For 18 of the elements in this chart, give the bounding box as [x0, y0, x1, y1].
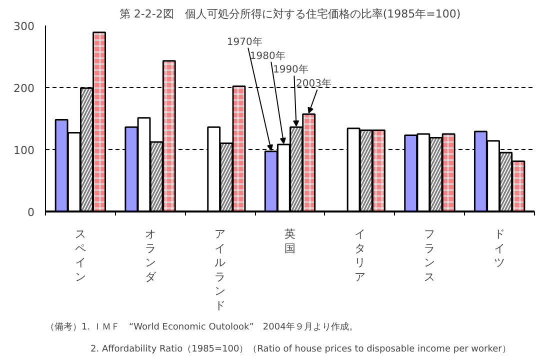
text: 1970年	[226, 36, 262, 48]
x-tick-label: 英国	[284, 228, 296, 255]
text: 2003年	[296, 78, 332, 90]
chart-title: 第 2-2-2図 個人可処分所得に対する住宅価格の比率(1985年=100)	[119, 8, 461, 20]
x-tick-label: イタリア	[354, 228, 366, 284]
text: （備考）1. ＩＭＦ “World Economic Outolook” 2004年９月より作成。	[46, 322, 358, 332]
y-tick-label: 0	[28, 206, 34, 219]
text: 2. Affordability Ratio（1985=100）（Ratio of house prices to disposable income per worker）	[90, 344, 511, 354]
x-tick-label: フランス	[424, 228, 436, 284]
x-tick-label: アイルランド	[214, 228, 226, 312]
y-tick-label: 300	[14, 20, 35, 33]
x-tick-label: ドイツ	[494, 228, 506, 270]
text: 1990年	[272, 64, 308, 76]
text: 1980年	[250, 50, 286, 62]
x-tick-label: スペイン	[74, 228, 86, 284]
y-tick-label: 200	[14, 82, 35, 95]
x-tick-label: オランダ	[144, 228, 157, 284]
y-tick-label: 100	[14, 144, 35, 157]
